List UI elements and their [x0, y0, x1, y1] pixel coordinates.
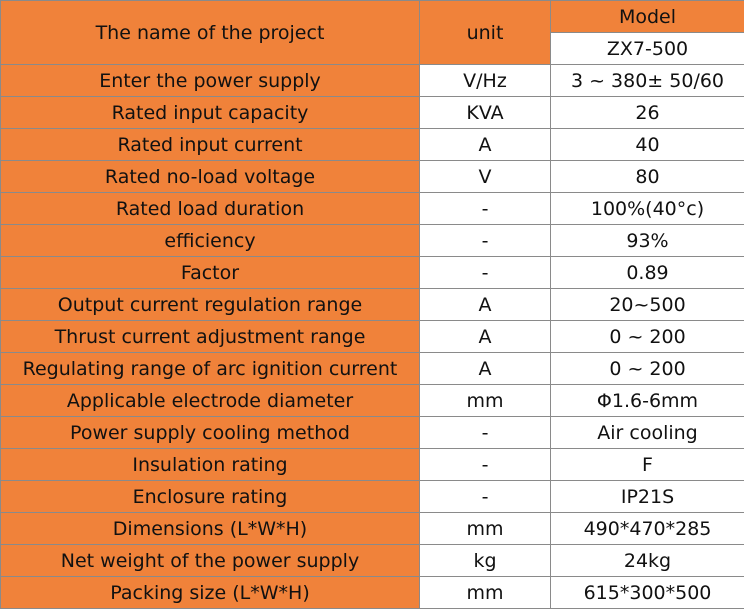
row-unit: - — [419, 448, 551, 481]
row-name: Thrust current adjustment range — [0, 320, 420, 353]
header-row: The name of the project unit Model — [0, 0, 744, 65]
row-unit: mm — [419, 512, 551, 545]
row-value: 490*470*285 — [550, 512, 744, 545]
table-row: Enclosure rating - IP21S — [0, 480, 744, 513]
table-row: Enter the power supply V/Hz 3 ~ 380± 50/… — [0, 64, 744, 97]
row-name: Net weight of the power supply — [0, 544, 420, 577]
row-value: 26 — [550, 96, 744, 129]
row-name: Rated load duration — [0, 192, 420, 225]
row-unit: - — [419, 480, 551, 513]
header-unit: unit — [419, 0, 551, 65]
row-unit: - — [419, 192, 551, 225]
row-name: Regulating range of arc ignition current — [0, 352, 420, 385]
row-value: 0 ~ 200 — [550, 352, 744, 385]
header-model: Model — [550, 0, 744, 33]
row-name: Insulation rating — [0, 448, 420, 481]
table-row: Rated load duration - 100%(40°c) — [0, 192, 744, 225]
row-unit: A — [419, 320, 551, 353]
row-value: 20~500 — [550, 288, 744, 321]
row-name: Factor — [0, 256, 420, 289]
table-row: Rated input capacity KVA 26 — [0, 96, 744, 129]
row-unit: A — [419, 288, 551, 321]
row-value: Air cooling — [550, 416, 744, 449]
row-value: F — [550, 448, 744, 481]
table-row: Rated input current A 40 — [0, 128, 744, 161]
row-unit: kg — [419, 544, 551, 577]
table-row: Packing size (L*W*H) mm 615*300*500 — [0, 576, 744, 609]
row-unit: KVA — [419, 96, 551, 129]
row-value: 0.89 — [550, 256, 744, 289]
row-name: Output current regulation range — [0, 288, 420, 321]
header-project-name: The name of the project — [0, 0, 420, 65]
row-unit: V/Hz — [419, 64, 551, 97]
row-name: Power supply cooling method — [0, 416, 420, 449]
row-name: Packing size (L*W*H) — [0, 576, 420, 609]
row-value: 93% — [550, 224, 744, 257]
table-row: Dimensions (L*W*H) mm 490*470*285 — [0, 512, 744, 545]
table-row: Regulating range of arc ignition current… — [0, 352, 744, 385]
row-value: 100%(40°c) — [550, 192, 744, 225]
row-name: Applicable electrode diameter — [0, 384, 420, 417]
row-unit: - — [419, 224, 551, 257]
row-value: IP21S — [550, 480, 744, 513]
table-row: Factor - 0.89 — [0, 256, 744, 289]
table-row: Rated no-load voltage V 80 — [0, 160, 744, 193]
row-name: Rated no-load voltage — [0, 160, 420, 193]
header-model-name: ZX7-500 — [550, 32, 744, 65]
row-value: 80 — [550, 160, 744, 193]
row-name: Dimensions (L*W*H) — [0, 512, 420, 545]
row-name: efficiency — [0, 224, 420, 257]
table-row: efficiency - 93% — [0, 224, 744, 257]
row-unit: - — [419, 416, 551, 449]
row-unit: A — [419, 352, 551, 385]
row-name: Rated input current — [0, 128, 420, 161]
row-unit: V — [419, 160, 551, 193]
row-unit: A — [419, 128, 551, 161]
table-row: Power supply cooling method - Air coolin… — [0, 416, 744, 449]
table-row: Applicable electrode diameter mm Φ1.6-6m… — [0, 384, 744, 417]
row-value: 0 ~ 200 — [550, 320, 744, 353]
row-name: Rated input capacity — [0, 96, 420, 129]
row-value: 40 — [550, 128, 744, 161]
header-model-row: ZX7-500 — [1, 32, 744, 65]
row-unit: mm — [419, 576, 551, 609]
row-unit: mm — [419, 384, 551, 417]
row-unit: - — [419, 256, 551, 289]
table-row: Thrust current adjustment range A 0 ~ 20… — [0, 320, 744, 353]
row-name: Enclosure rating — [0, 480, 420, 513]
row-name: Enter the power supply — [0, 64, 420, 97]
row-value: 3 ~ 380± 50/60 — [550, 64, 744, 97]
table-row: Output current regulation range A 20~500 — [0, 288, 744, 321]
row-value: Φ1.6-6mm — [550, 384, 744, 417]
row-value: 24kg — [550, 544, 744, 577]
table-row: Net weight of the power supply kg 24kg — [0, 544, 744, 577]
table-row: Insulation rating - F — [0, 448, 744, 481]
row-value: 615*300*500 — [550, 576, 744, 609]
